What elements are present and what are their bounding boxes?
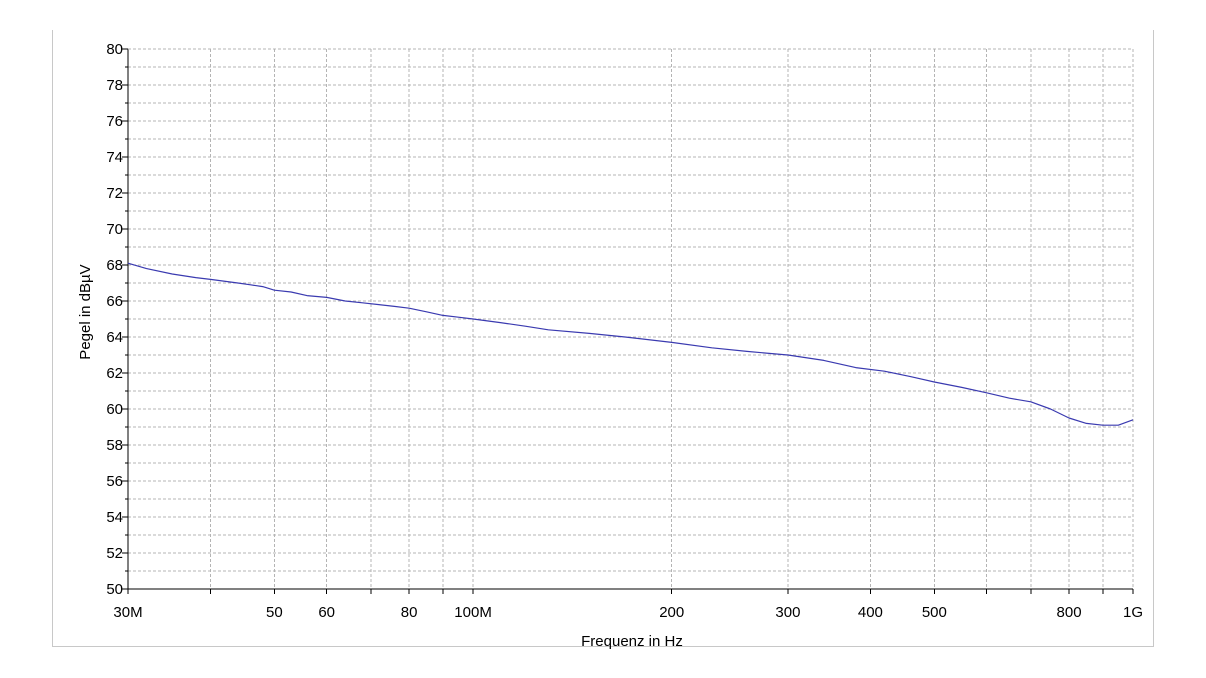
- y-tick-label: 78: [106, 77, 123, 94]
- y-tick-label: 70: [106, 221, 123, 238]
- x-tick-labels: 30M 50 60 80 100M 200 300 400 500 800 1G: [113, 604, 1143, 621]
- axis-ticks: [122, 48, 1134, 594]
- x-tick-label: 50: [266, 604, 283, 621]
- y-tick-label: 66: [106, 293, 123, 310]
- y-tick-label: 58: [106, 437, 123, 454]
- y-tick-labels: 50 52 54 56 58 60 62 64 66 68 70 72 74 76 78 80: [106, 41, 123, 598]
- y-tick-label: 56: [106, 473, 123, 490]
- x-tick-label: 100M: [454, 604, 492, 621]
- x-tick-label: 200: [659, 604, 684, 621]
- x-tick-label: 400: [858, 604, 883, 621]
- x-tick-label: 500: [922, 604, 947, 621]
- y-tick-label: 74: [106, 149, 123, 166]
- x-tick-label: 800: [1057, 604, 1082, 621]
- x-tick-label: 30M: [113, 604, 142, 621]
- y-tick-label: 80: [106, 41, 123, 58]
- x-axis-title: Frequenz in Hz: [581, 633, 683, 650]
- y-tick-label: 52: [106, 545, 123, 562]
- chart-frame: [52, 30, 1154, 647]
- y-axis-title: Pegel in dBµV: [77, 264, 94, 359]
- y-tick-label: 64: [106, 329, 123, 346]
- x-tick-label: 60: [318, 604, 335, 621]
- series-line: [127, 262, 1134, 426]
- y-tick-label: 50: [106, 581, 123, 598]
- y-tick-label: 62: [106, 365, 123, 382]
- y-tick-label: 54: [106, 509, 123, 526]
- series-layer: [127, 262, 1134, 426]
- x-tick-label: 80: [401, 604, 418, 621]
- x-tick-label: 300: [775, 604, 800, 621]
- x-tick-label: 1G: [1123, 604, 1143, 621]
- y-tick-label: 60: [106, 401, 123, 418]
- grid: [127, 48, 1134, 590]
- y-tick-label: 68: [106, 257, 123, 274]
- y-tick-label: 76: [106, 113, 123, 130]
- y-tick-label: 72: [106, 185, 123, 202]
